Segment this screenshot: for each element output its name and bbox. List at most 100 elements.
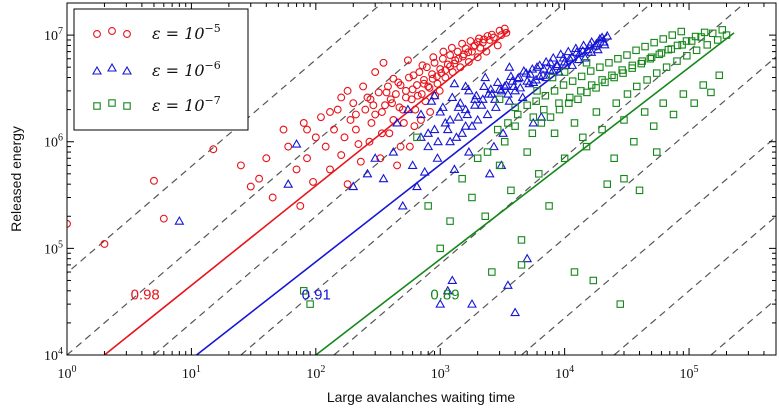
data-point-square: [643, 76, 651, 84]
data-point-square: [677, 27, 686, 36]
data-point-circle: [330, 125, 338, 134]
data-point-triangle: [449, 78, 460, 88]
data-point-square: [637, 59, 646, 68]
data-point-square: [678, 41, 686, 49]
data-point-square: [565, 99, 573, 107]
data-point-circle: [418, 61, 427, 70]
data-point-circle: [209, 145, 218, 154]
data-point-triangle: [416, 132, 426, 141]
data-point-circle: [425, 83, 434, 92]
data-point-square: [708, 29, 717, 38]
data-point-triangle: [445, 114, 456, 124]
data-point-circle: [371, 68, 380, 77]
data-point-triangle: [445, 136, 456, 146]
data-point-square: [652, 69, 661, 77]
data-point-circle: [296, 201, 305, 210]
data-point-triangle: [512, 73, 523, 83]
data-point-square: [582, 142, 591, 151]
data-point-circle: [367, 119, 376, 127]
data-point-circle: [420, 75, 428, 84]
data-point-circle: [340, 133, 349, 142]
data-point-square: [715, 71, 724, 80]
data-point-triangle: [538, 63, 549, 73]
data-point-triangle: [508, 81, 519, 90]
data-point-circle: [447, 43, 456, 52]
data-point-square: [655, 50, 664, 59]
data-point-circle: [417, 90, 426, 99]
data-point-triangle: [586, 47, 597, 56]
data-point-triangle: [571, 47, 582, 56]
reference-line: [67, 3, 383, 274]
data-point-square: [673, 41, 682, 50]
data-point-triangle: [582, 44, 593, 54]
data-point-circle: [326, 165, 334, 174]
data-point-square: [108, 99, 116, 107]
reference-line: [153, 3, 566, 355]
data-point-square: [494, 125, 502, 134]
data-point-triangle: [429, 124, 440, 134]
data-point-circle: [401, 93, 410, 102]
data-point-square: [616, 300, 625, 308]
data-point-square: [703, 41, 711, 49]
fit-slope-label: 0.89: [430, 287, 459, 304]
data-point-square: [559, 81, 568, 89]
y-axis-label: Released energy: [8, 126, 24, 232]
fit-line: [103, 30, 510, 355]
data-point-circle: [366, 95, 375, 104]
data-point-circle: [411, 105, 420, 114]
data-point-triangle: [504, 62, 515, 71]
data-point-circle: [359, 82, 368, 91]
data-point-square: [649, 122, 658, 130]
legend-entry-label: ε = 10−7: [152, 94, 221, 115]
data-point-triangle: [496, 85, 507, 95]
data-point-triangle: [412, 181, 422, 191]
x-tick-label: 101: [182, 364, 201, 382]
data-point-circle: [303, 125, 311, 134]
data-point-triangle: [460, 81, 471, 90]
data-point-circle: [495, 26, 504, 35]
data-point-triangle: [592, 44, 603, 54]
data-point-triangle: [548, 52, 559, 62]
data-point-square: [535, 170, 543, 178]
data-point-circle: [395, 103, 404, 112]
data-point-triangle: [484, 168, 495, 178]
data-point-square: [517, 236, 526, 244]
data-point-triangle: [174, 216, 185, 225]
data-point-circle: [493, 41, 502, 50]
data-point-square: [500, 137, 509, 146]
data-point-circle: [356, 157, 365, 166]
data-point-circle: [459, 50, 468, 59]
x-axis-label: Large avalanches waiting time: [327, 389, 516, 405]
data-point-triangle: [558, 52, 569, 62]
data-point-square: [511, 122, 519, 130]
data-point-square: [300, 287, 308, 295]
data-point-triangle: [397, 200, 408, 210]
data-point-circle: [303, 154, 311, 163]
data-point-square: [546, 113, 555, 121]
data-point-square: [633, 82, 641, 91]
data-point-circle: [433, 79, 442, 88]
data-point-triangle: [594, 33, 605, 43]
data-point-square: [713, 36, 722, 44]
data-point-triangle: [490, 102, 501, 111]
data-point-circle: [351, 110, 360, 119]
data-point-triangle: [567, 52, 578, 61]
data-point-square: [592, 84, 600, 92]
data-point-square: [699, 81, 707, 89]
data-point-circle: [446, 62, 455, 71]
data-point-triangle: [599, 39, 610, 49]
data-point-square: [641, 42, 649, 51]
data-point-circle: [500, 24, 509, 33]
data-point-triangle: [585, 39, 595, 49]
data-point-square: [610, 154, 618, 163]
data-point-triangle: [597, 32, 608, 42]
x-tick-label: 100: [58, 364, 77, 382]
data-point-triangle: [518, 65, 529, 75]
data-point-square: [690, 99, 698, 107]
data-point-triangle: [482, 109, 493, 119]
data-point-circle: [497, 31, 506, 40]
data-point-triangle: [442, 285, 453, 295]
data-point-circle: [487, 30, 496, 39]
data-point-circle: [108, 27, 116, 35]
legend-entry-label: ε = 10−5: [152, 22, 221, 43]
